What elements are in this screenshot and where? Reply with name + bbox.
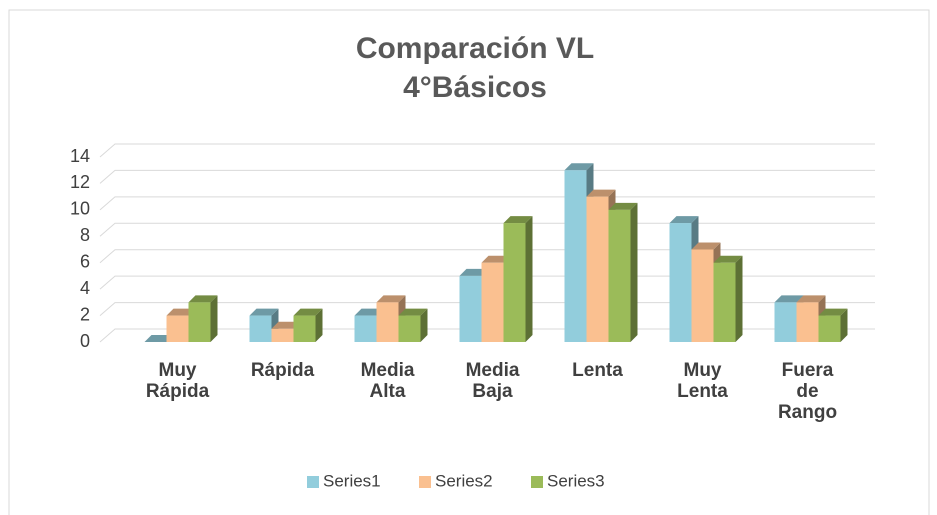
bar-top (713, 255, 743, 263)
bar-top (796, 295, 826, 303)
bar (188, 302, 211, 342)
bar-top (691, 242, 721, 250)
bar-top (398, 308, 428, 316)
bar-top (459, 268, 489, 276)
bar-top (818, 308, 848, 316)
y-tick-label: 14 (70, 146, 90, 166)
bar (669, 223, 692, 342)
bar (564, 170, 587, 342)
bar-top (564, 163, 594, 171)
bar (293, 315, 316, 342)
bar-top (481, 255, 511, 263)
x-tick-label: Fuera de Rango (777, 360, 838, 423)
bar-top (188, 295, 218, 303)
bar-top (144, 335, 174, 342)
bar-side (630, 202, 638, 342)
x-tick-label: Lenta (572, 360, 623, 381)
x-tick-label: Media Baja (465, 360, 520, 402)
legend-label: Series2 (435, 471, 493, 490)
bar-top (249, 308, 279, 316)
x-tick-label: Muy Lenta (677, 360, 728, 402)
bar (713, 262, 736, 342)
y-tick-label: 8 (80, 225, 90, 245)
bar (481, 262, 504, 342)
bar (354, 315, 377, 342)
bar (376, 302, 399, 342)
bar-side (420, 308, 428, 342)
bar-side (735, 255, 743, 342)
y-tick-label: 6 (80, 251, 90, 271)
bar-top (586, 189, 616, 197)
x-tick-label: Media Alta (360, 360, 415, 402)
legend-swatch (307, 476, 319, 488)
bar-top (354, 308, 384, 316)
bar (586, 196, 609, 342)
grid-line (99, 169, 875, 184)
bar-top (774, 295, 804, 303)
legend-label: Series1 (323, 471, 381, 490)
y-tick-label: 2 (80, 304, 90, 324)
y-tick-label: 4 (80, 278, 90, 298)
bar-top (293, 308, 323, 316)
bar (691, 249, 714, 342)
bar (774, 302, 797, 342)
y-tick-label: 10 (70, 199, 90, 219)
chart-title: 4°Básicos (403, 71, 547, 104)
bar-top (271, 321, 301, 329)
y-tick-label: 12 (70, 172, 90, 192)
bar (796, 302, 819, 342)
bar (608, 209, 631, 342)
chart-border (8, 9, 930, 515)
x-tick-label: Muy Rápida (145, 360, 210, 402)
x-tick-label: Rápida (250, 360, 315, 381)
bar-top (669, 216, 699, 224)
grid-line (99, 222, 875, 237)
bar-top (503, 216, 533, 224)
bar-top (608, 202, 638, 210)
chart-title: Comparación VL (356, 32, 594, 65)
grid-line (99, 196, 875, 211)
bar (503, 223, 526, 342)
y-tick-label: 0 (80, 331, 90, 351)
legend-swatch (419, 476, 431, 488)
bar (249, 315, 272, 342)
bar-side (315, 308, 323, 342)
bar (271, 328, 294, 342)
legend-label: Series3 (547, 471, 605, 490)
bar-top (376, 295, 406, 303)
bar (166, 315, 189, 342)
bar-side (840, 308, 848, 342)
legend-swatch (531, 476, 543, 488)
grid-line (99, 143, 875, 158)
bar (398, 315, 421, 342)
bar (459, 275, 482, 342)
bar (818, 315, 841, 342)
bar-side (210, 295, 218, 342)
bar-top (166, 308, 196, 316)
bar-side (525, 216, 533, 342)
